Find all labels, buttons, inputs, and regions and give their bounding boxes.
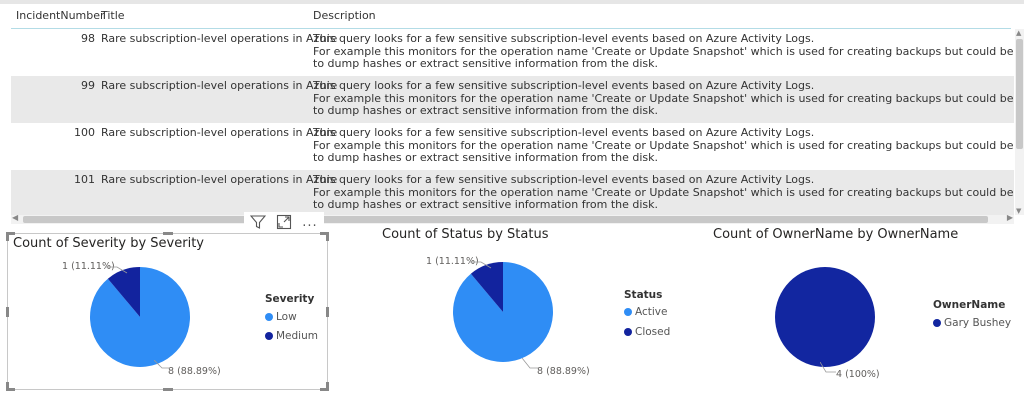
pie-slice-closed[interactable] xyxy=(470,262,503,312)
legend-item-gary-bushey[interactable]: Gary Bushey xyxy=(933,317,1011,329)
horizontal-scroll-thumb[interactable] xyxy=(23,216,248,223)
description-line: For example this monitors for the operat… xyxy=(313,44,1014,58)
resize-handle-top[interactable] xyxy=(163,232,173,235)
cell-description: This query looks for a few sensitive sub… xyxy=(313,32,1014,71)
leader-line xyxy=(469,261,492,269)
pie-slice-medium[interactable] xyxy=(107,267,140,317)
cell-incident-number: 99 xyxy=(81,79,95,92)
legend-label: Active xyxy=(635,306,668,318)
incidents-table: IncidentNumber Title Description 98 Rare… xyxy=(11,5,1024,227)
description-line: This query looks for a few sensitive sub… xyxy=(313,126,815,139)
pie-slice-low[interactable] xyxy=(89,267,190,367)
description-line: This query looks for a few sensitive sub… xyxy=(313,79,815,92)
legend-label: Medium xyxy=(276,330,318,342)
cell-title: Rare subscription-level operations in Az… xyxy=(101,173,338,186)
legend-item-active[interactable]: Active xyxy=(624,306,667,318)
description-line: For example this monitors for the operat… xyxy=(313,185,1014,199)
legend-dot-active xyxy=(624,308,632,316)
scroll-down-icon[interactable]: ▼ xyxy=(1016,207,1022,215)
pie-slice-gary-bushey[interactable] xyxy=(775,267,875,367)
horizontal-scrollbar[interactable]: ◀ ▶ xyxy=(11,213,1014,224)
description-line: For example this monitors for the operat… xyxy=(313,138,1014,152)
legend-label: Closed xyxy=(635,326,671,338)
column-header-incident-number[interactable]: IncidentNumber xyxy=(16,9,105,22)
scroll-up-icon[interactable]: ▲ xyxy=(1016,29,1022,37)
legend-title-severity: Severity xyxy=(265,293,315,305)
more-options-icon[interactable]: ... xyxy=(302,214,318,230)
resize-handle-top-right xyxy=(320,232,329,241)
description-line: This query looks for a few sensitive sub… xyxy=(313,173,815,186)
cell-incident-number: 101 xyxy=(74,173,95,186)
table-row[interactable]: 100 Rare subscription-level operations i… xyxy=(11,123,1014,170)
legend-label: Gary Bushey xyxy=(944,317,1012,329)
cell-incident-number: 98 xyxy=(81,32,95,45)
resize-handle-bottom-left xyxy=(6,382,15,391)
legend-item-closed[interactable]: Closed xyxy=(624,326,670,338)
leader-line xyxy=(820,362,836,373)
legend-dot-closed xyxy=(624,328,632,336)
scroll-left-icon[interactable]: ◀ xyxy=(12,213,19,222)
description-line: to dump hashes or extract sensitive info… xyxy=(313,57,659,70)
cell-description: This query looks for a few sensitive sub… xyxy=(313,126,1014,165)
data-label-medium: 1 (11.11%) xyxy=(62,261,115,272)
leader-line xyxy=(154,360,170,369)
resize-handle-bottom-right xyxy=(320,382,329,391)
ownername-pie-chart[interactable] xyxy=(765,258,885,376)
legend-item-medium[interactable]: Medium xyxy=(265,330,318,342)
scroll-right-icon[interactable]: ▶ xyxy=(1006,213,1013,222)
table-row[interactable]: 98 Rare subscription-level operations in… xyxy=(11,29,1014,76)
cell-description: This query looks for a few sensitive sub… xyxy=(313,173,1014,212)
table-row[interactable]: 99 Rare subscription-level operations in… xyxy=(11,76,1014,123)
description-line: to dump hashes or extract sensitive info… xyxy=(313,104,659,117)
legend-title-ownername: OwnerName xyxy=(933,299,1006,311)
legend-dot-gary-bushey xyxy=(933,319,941,327)
severity-pie-chart[interactable] xyxy=(80,258,200,376)
description-line: to dump hashes or extract sensitive info… xyxy=(313,198,659,211)
column-header-title[interactable]: Title xyxy=(101,9,125,22)
table-row[interactable]: 101 Rare subscription-level operations i… xyxy=(11,170,1014,215)
vertical-scroll-thumb[interactable] xyxy=(1016,39,1023,149)
cell-title: Rare subscription-level operations in Az… xyxy=(101,32,338,45)
data-label-low: 8 (88.89%) xyxy=(168,366,221,377)
chart-title-status: Count of Status by Status xyxy=(382,227,549,242)
legend-title-status: Status xyxy=(624,289,663,301)
horizontal-scroll-track-segment[interactable] xyxy=(298,216,988,223)
visual-header-toolbar: ... xyxy=(244,212,324,232)
data-label-closed: 1 (11.11%) xyxy=(426,256,479,267)
leader-line xyxy=(522,358,538,369)
table-header: IncidentNumber Title Description xyxy=(11,5,1011,29)
status-pie-chart[interactable] xyxy=(443,253,563,371)
table-body: 98 Rare subscription-level operations in… xyxy=(11,29,1014,215)
resize-handle-right[interactable] xyxy=(326,307,329,317)
focus-mode-icon[interactable] xyxy=(274,213,294,231)
column-header-description[interactable]: Description xyxy=(313,9,376,22)
description-line: This query looks for a few sensitive sub… xyxy=(313,32,815,45)
data-label-active: 8 (88.89%) xyxy=(537,366,590,377)
legend-dot-medium xyxy=(265,332,273,340)
resize-handle-bottom[interactable] xyxy=(163,388,173,391)
cell-description: This query looks for a few sensitive sub… xyxy=(313,79,1014,118)
filter-icon[interactable] xyxy=(248,213,268,231)
chart-title-severity: Count of Severity by Severity xyxy=(13,236,204,251)
description-line: For example this monitors for the operat… xyxy=(313,91,1014,105)
description-line: to dump hashes or extract sensitive info… xyxy=(313,151,659,164)
data-label-gary-bushey: 4 (100%) xyxy=(836,369,880,380)
top-divider xyxy=(0,0,1024,4)
cell-incident-number: 100 xyxy=(74,126,95,139)
legend-item-low[interactable]: Low xyxy=(265,311,297,323)
chart-title-ownername: Count of OwnerName by OwnerName xyxy=(713,227,959,242)
legend-label: Low xyxy=(276,311,297,323)
selected-visual-frame[interactable] xyxy=(6,232,329,391)
resize-handle-left[interactable] xyxy=(6,307,9,317)
cell-title: Rare subscription-level operations in Az… xyxy=(101,79,338,92)
leader-line xyxy=(105,266,128,274)
legend-dot-low xyxy=(265,313,273,321)
cell-title: Rare subscription-level operations in Az… xyxy=(101,126,338,139)
resize-handle-top-left xyxy=(6,232,15,241)
vertical-scrollbar[interactable]: ▲ ▼ xyxy=(1015,29,1024,215)
